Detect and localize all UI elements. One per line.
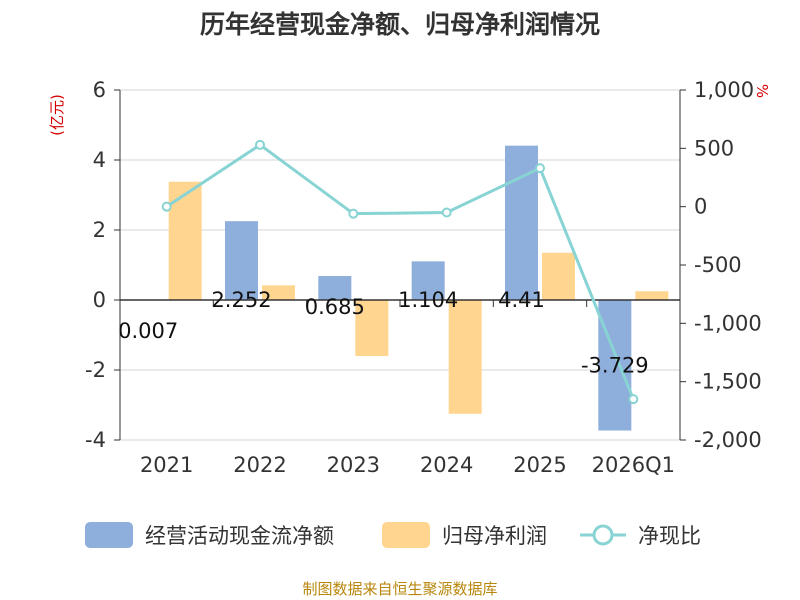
ratio-line xyxy=(161,139,639,405)
ratio-point xyxy=(441,207,452,218)
bar-profit xyxy=(355,300,389,356)
bar-cashflow xyxy=(411,261,445,300)
category-label: 2022 xyxy=(233,453,286,477)
legend-swatch-cashflow xyxy=(85,522,133,548)
bar-profit xyxy=(262,285,295,300)
data-label: 0.685 xyxy=(305,295,365,319)
left-tick-label: -2 xyxy=(85,358,106,382)
data-label: 2.252 xyxy=(211,288,271,312)
ratio-point xyxy=(161,201,172,212)
legend: 经营活动现金流净额 归母净利润 净现比 xyxy=(85,522,701,548)
ratio-polyline xyxy=(165,143,635,400)
axes: -4 -2 0 2 4 6 -2,000 -1,500 -1,000 -500 0 500 1,000 2… xyxy=(85,78,762,477)
legend-marker-ratio xyxy=(592,524,614,546)
bar-profit xyxy=(542,252,575,300)
category-label: 2024 xyxy=(420,453,473,477)
bar-cashflow xyxy=(598,300,632,431)
left-tick-label: 4 xyxy=(93,148,106,172)
ratio-point xyxy=(255,139,265,150)
left-tick-label: 0 xyxy=(93,288,106,312)
right-tick-label: -1,500 xyxy=(694,370,762,394)
left-axis-unit: (亿元) xyxy=(48,94,66,136)
bar-cashflow xyxy=(318,276,352,300)
legend-swatch-profit xyxy=(382,522,430,548)
left-tick-label: -4 xyxy=(85,428,106,452)
bar-profit xyxy=(168,181,202,300)
right-tick-label: 0 xyxy=(694,195,707,219)
ratio-point xyxy=(348,208,359,219)
right-tick-label: -1,000 xyxy=(694,311,762,335)
legend-label-profit: 归母净利润 xyxy=(442,524,547,548)
category-label: 2021 xyxy=(140,453,193,477)
grid xyxy=(120,89,680,441)
data-label: 1.104 xyxy=(398,288,458,312)
data-labels: 0.007 2.252 0.685 1.104 4.41 -3.729 xyxy=(118,288,649,378)
right-axis-unit: % xyxy=(753,84,771,98)
ratio-point xyxy=(535,163,545,174)
source-note: 制图数据来自恒生聚源数据库 xyxy=(302,580,497,598)
bar-cashflow xyxy=(505,145,538,300)
category-label: 2026Q1 xyxy=(592,453,675,477)
bar-profit xyxy=(635,291,669,300)
category-label: 2025 xyxy=(513,453,566,477)
legend-label-ratio: 净现比 xyxy=(638,524,701,548)
left-tick-label: 2 xyxy=(93,218,106,242)
right-tick-label: 500 xyxy=(694,136,734,160)
right-tick-label: -500 xyxy=(694,253,742,277)
data-label: 4.41 xyxy=(498,288,545,312)
bars xyxy=(131,145,669,431)
right-tick-label: -2,000 xyxy=(694,428,762,452)
right-tick-label: 1,000 xyxy=(694,78,754,102)
data-label: -3.729 xyxy=(581,354,649,378)
data-label: 0.007 xyxy=(118,319,178,343)
chart-title: 历年经营现金净额、归母净利润情况 xyxy=(200,10,600,39)
category-label: 2023 xyxy=(327,453,380,477)
bar-cashflow xyxy=(225,221,258,300)
bar-profit xyxy=(448,300,482,414)
ratio-point xyxy=(628,394,639,405)
legend-label-cashflow: 经营活动现金流净额 xyxy=(145,524,334,548)
left-tick-label: 6 xyxy=(93,78,106,102)
